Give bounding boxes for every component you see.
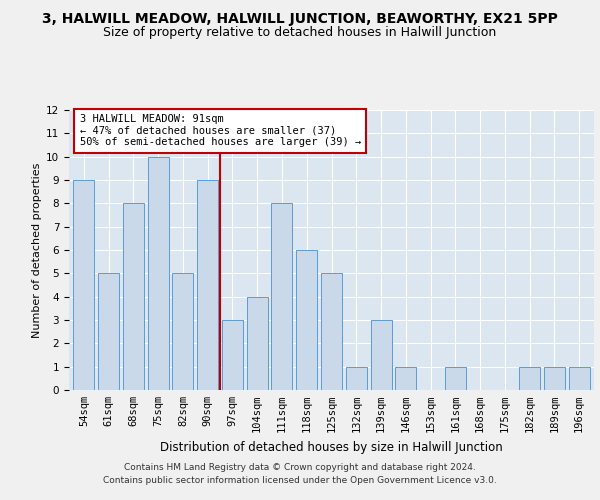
Bar [123, 204, 144, 390]
Bar [222, 320, 243, 390]
Bar [346, 366, 367, 390]
Bar [172, 274, 193, 390]
Text: 3 HALWILL MEADOW: 91sqm
← 47% of detached houses are smaller (37)
50% of semi-de: 3 HALWILL MEADOW: 91sqm ← 47% of detache… [79, 114, 361, 148]
Text: Contains HM Land Registry data © Crown copyright and database right 2024.: Contains HM Land Registry data © Crown c… [124, 462, 476, 471]
Bar [445, 366, 466, 390]
Y-axis label: Number of detached properties: Number of detached properties [32, 162, 42, 338]
Bar [321, 274, 342, 390]
Bar [73, 180, 94, 390]
Text: 3, HALWILL MEADOW, HALWILL JUNCTION, BEAWORTHY, EX21 5PP: 3, HALWILL MEADOW, HALWILL JUNCTION, BEA… [42, 12, 558, 26]
Bar [247, 296, 268, 390]
Bar [371, 320, 392, 390]
Bar [98, 274, 119, 390]
Bar [569, 366, 590, 390]
Bar [197, 180, 218, 390]
Text: Size of property relative to detached houses in Halwill Junction: Size of property relative to detached ho… [103, 26, 497, 39]
Bar [296, 250, 317, 390]
Bar [148, 156, 169, 390]
Bar [395, 366, 416, 390]
Bar [271, 204, 292, 390]
Bar [519, 366, 540, 390]
X-axis label: Distribution of detached houses by size in Halwill Junction: Distribution of detached houses by size … [160, 440, 503, 454]
Bar [544, 366, 565, 390]
Text: Contains public sector information licensed under the Open Government Licence v3: Contains public sector information licen… [103, 476, 497, 485]
